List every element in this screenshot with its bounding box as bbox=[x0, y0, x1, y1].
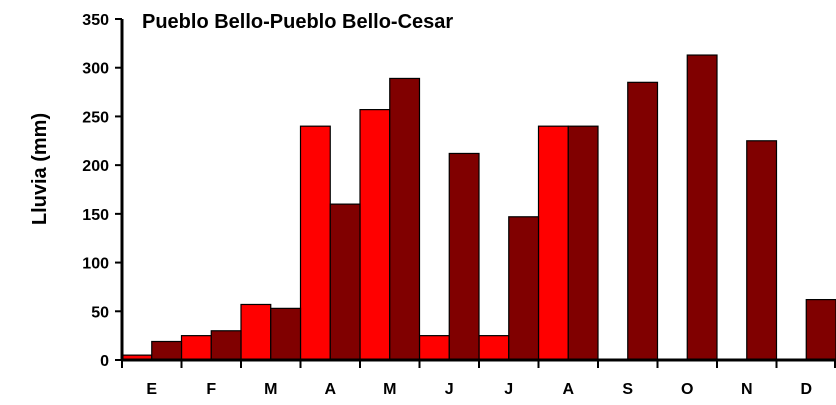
x-tick-label-A: A bbox=[562, 381, 574, 398]
bar-series2-F bbox=[210, 330, 242, 361]
y-tick-label: 300 bbox=[82, 61, 109, 78]
y-tick-label: 0 bbox=[100, 353, 109, 370]
y-tick-label: 150 bbox=[82, 207, 109, 224]
bar-series2-A bbox=[329, 203, 361, 361]
bar-series2-M bbox=[270, 307, 302, 361]
bar-series1-A bbox=[537, 125, 569, 361]
bar-series1-J bbox=[418, 335, 450, 361]
bars-layer bbox=[121, 54, 836, 361]
x-tick-label-O: O bbox=[681, 381, 693, 398]
bar-series2-A bbox=[567, 125, 599, 361]
bar-series2-J bbox=[448, 152, 480, 361]
x-tick-label-J: J bbox=[445, 381, 454, 398]
bar-series2-E bbox=[151, 340, 183, 361]
bar-series1-M bbox=[240, 303, 272, 361]
x-tick-label-A: A bbox=[324, 381, 336, 398]
bar-series2-O bbox=[686, 54, 718, 361]
bar-series2-N bbox=[746, 140, 778, 361]
x-tick-label-E: E bbox=[146, 381, 157, 398]
y-tick-label: 50 bbox=[91, 304, 109, 321]
bar-series2-M bbox=[389, 77, 421, 361]
y-tick-label: 250 bbox=[82, 109, 109, 126]
bar-series2-J bbox=[508, 216, 540, 361]
bar-series1-M bbox=[359, 109, 391, 361]
x-tick-label-M: M bbox=[383, 381, 396, 398]
y-tick-label: 350 bbox=[82, 12, 109, 29]
x-tick-label-D: D bbox=[800, 381, 812, 398]
chart-title: Pueblo Bello-Pueblo Bello-Cesar bbox=[142, 11, 453, 33]
bar-series2-D bbox=[805, 298, 836, 361]
y-tick-label: 100 bbox=[82, 256, 109, 273]
x-tick-label-M: M bbox=[264, 381, 277, 398]
bar-series1-A bbox=[299, 125, 331, 361]
y-tick-labels: 0 50 100 150 200 250 300 350 bbox=[82, 12, 109, 370]
x-tick-label-S: S bbox=[622, 381, 633, 398]
axes-layer bbox=[115, 18, 836, 368]
x-tick-label-N: N bbox=[741, 381, 753, 398]
x-tick-label-F: F bbox=[206, 381, 216, 398]
bar-series1-J bbox=[478, 335, 510, 361]
y-axis-title: Lluvia (mm) bbox=[29, 113, 51, 225]
y-tick-label: 200 bbox=[82, 158, 109, 175]
bar-series2-S bbox=[627, 81, 659, 361]
x-tick-label-J: J bbox=[504, 381, 513, 398]
bar-series1-F bbox=[180, 335, 212, 361]
